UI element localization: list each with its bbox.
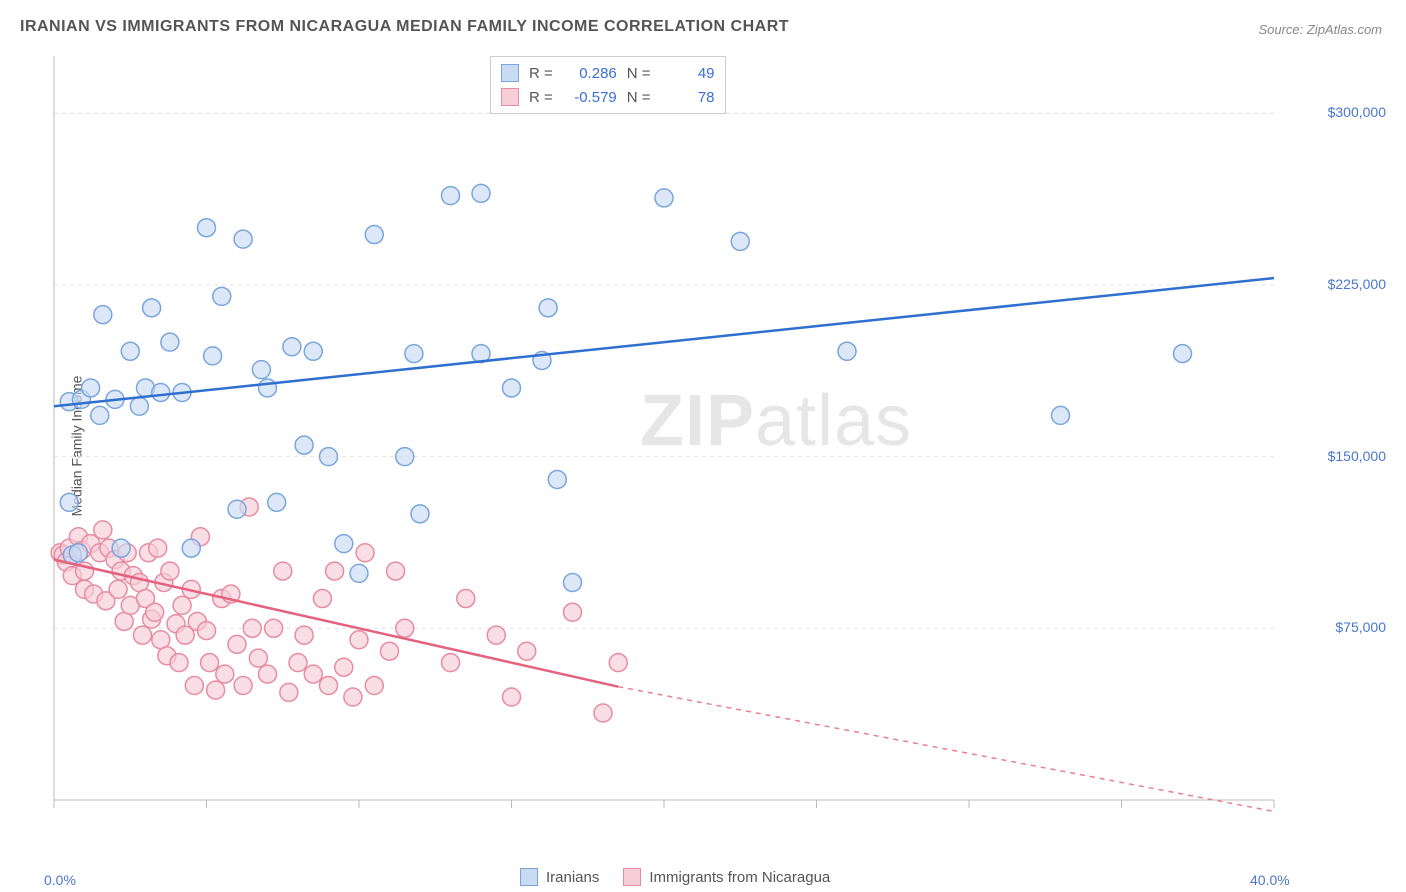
y-tick-label: $225,000 <box>1328 276 1386 292</box>
bottom-legend-swatch-0 <box>520 868 538 886</box>
scatter-plot-svg <box>48 50 1384 840</box>
chart-title: IRANIAN VS IMMIGRANTS FROM NICARAGUA MED… <box>20 18 789 36</box>
legend-n-value-0: 49 <box>661 65 715 82</box>
legend-n-value-1: 78 <box>661 89 715 106</box>
legend-row-series-1: R = -0.579 N = 78 <box>501 85 715 109</box>
legend-row-series-0: R = 0.286 N = 49 <box>501 61 715 85</box>
legend-swatch-series-0 <box>501 64 519 82</box>
bottom-legend-label-0: Iranians <box>546 869 599 886</box>
legend-swatch-series-1 <box>501 88 519 106</box>
legend-r-value-1: -0.579 <box>563 89 617 106</box>
legend-r-label-1: R = <box>529 89 553 106</box>
legend-r-value-0: 0.286 <box>563 65 617 82</box>
correlation-legend: R = 0.286 N = 49 R = -0.579 N = 78 <box>490 56 726 114</box>
y-tick-label: $75,000 <box>1335 619 1386 635</box>
bottom-legend: Iranians Immigrants from Nicaragua <box>520 868 830 886</box>
y-tick-label: $150,000 <box>1328 448 1386 464</box>
y-tick-label: $300,000 <box>1328 104 1386 120</box>
plot-area <box>48 50 1384 840</box>
source-attribution: Source: ZipAtlas.com <box>1258 22 1382 37</box>
legend-r-label-0: R = <box>529 65 553 82</box>
x-tick-label: 0.0% <box>44 872 76 888</box>
bottom-legend-item-0: Iranians <box>520 868 599 886</box>
bottom-legend-swatch-1 <box>623 868 641 886</box>
bottom-legend-item-1: Immigrants from Nicaragua <box>623 868 830 886</box>
bottom-legend-label-1: Immigrants from Nicaragua <box>649 869 830 886</box>
legend-n-label-0: N = <box>627 65 651 82</box>
x-tick-label: 40.0% <box>1250 872 1290 888</box>
legend-n-label-1: N = <box>627 89 651 106</box>
